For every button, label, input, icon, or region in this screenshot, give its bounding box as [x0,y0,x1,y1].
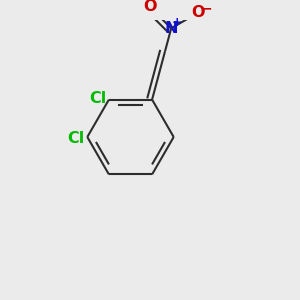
Text: +: + [172,16,183,28]
Text: N: N [164,21,178,36]
Text: −: − [201,1,212,15]
Text: Cl: Cl [89,91,106,106]
Text: O: O [191,5,205,20]
Text: Cl: Cl [67,131,85,146]
Text: O: O [143,0,156,14]
